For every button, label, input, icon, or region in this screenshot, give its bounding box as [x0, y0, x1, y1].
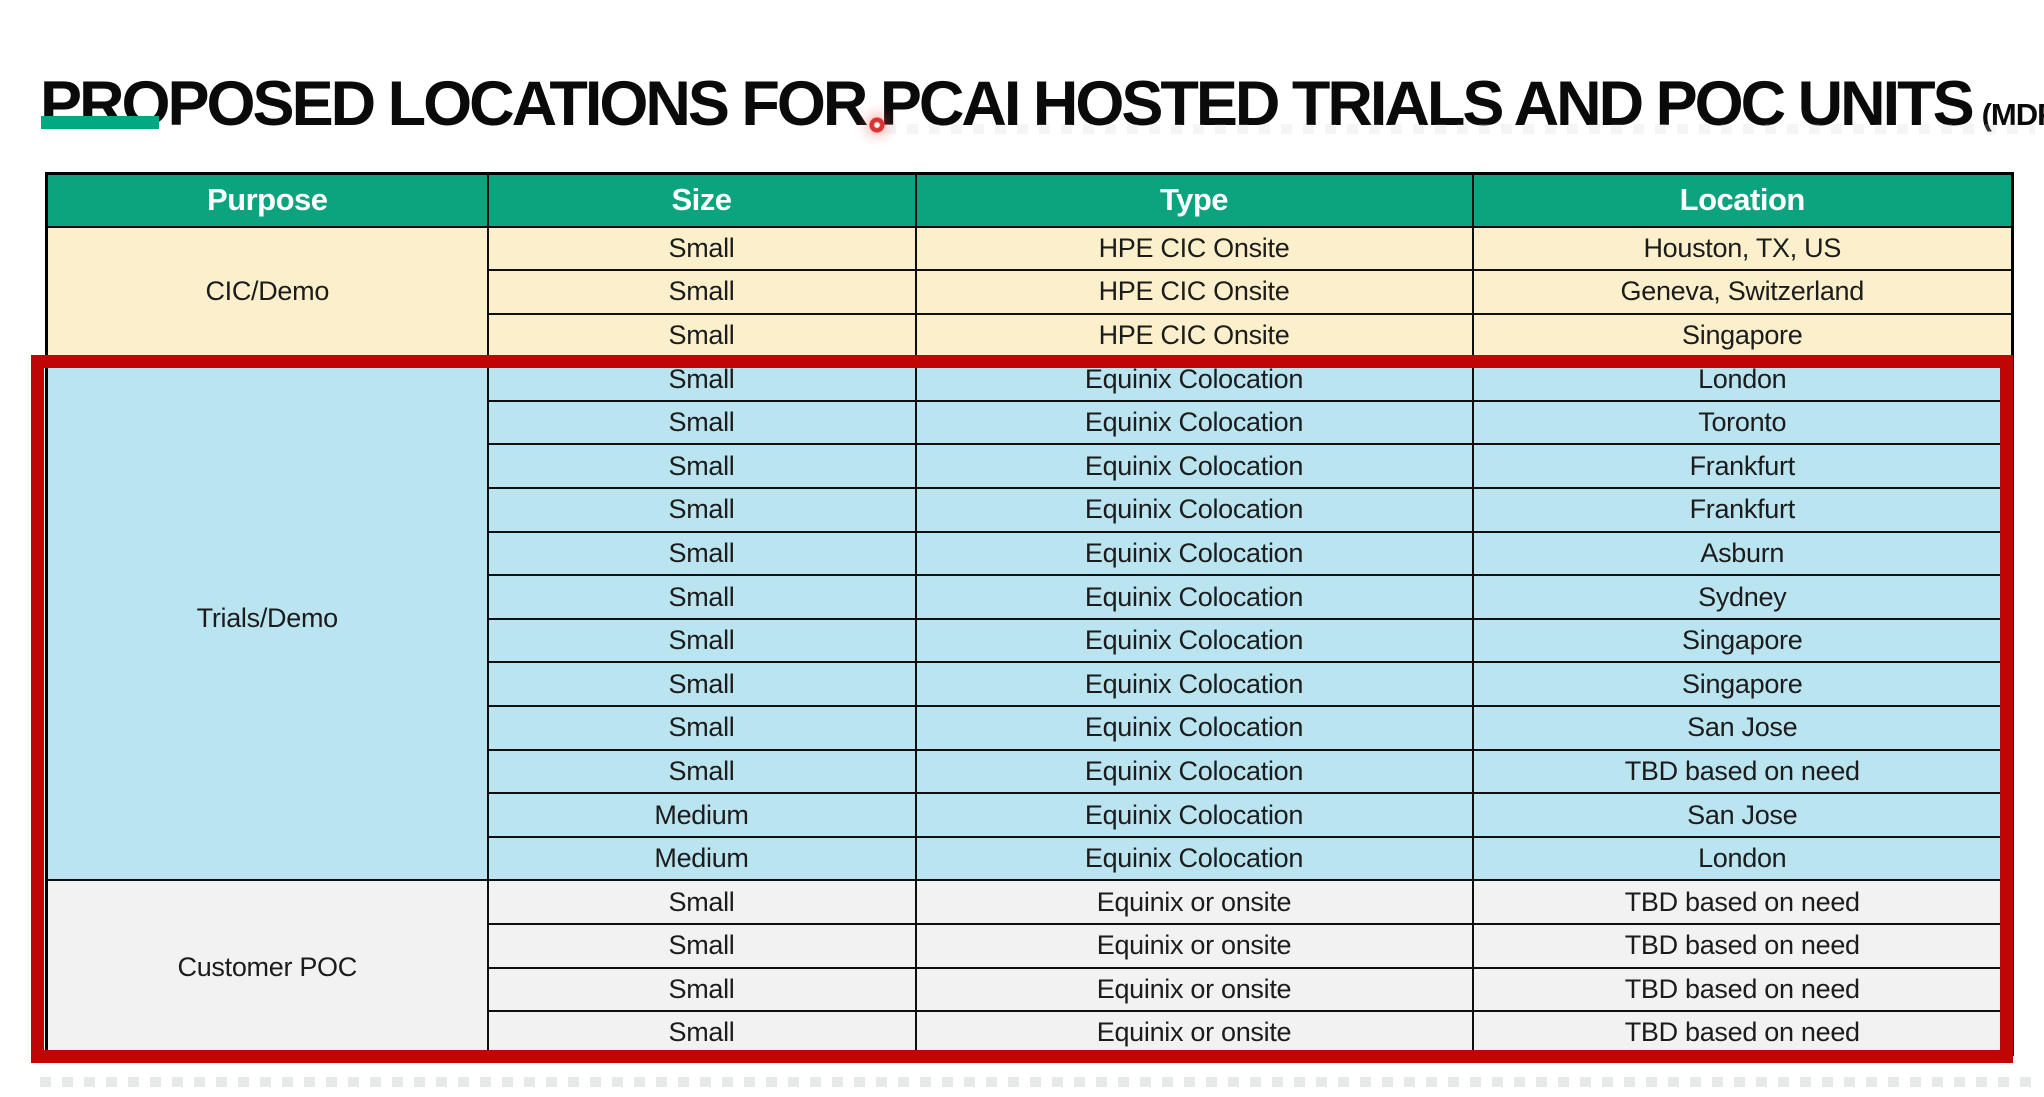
page-title-text: PROPOSED LOCATIONS FOR PCAI HOSTED TRIAL… — [40, 69, 1975, 140]
column-header-purpose: Purpose — [45, 172, 489, 228]
location-cell: Toronto — [1471, 399, 2014, 446]
type-cell: Equinix Colocation — [914, 356, 1474, 402]
location-cell: Geneva, Switzerland — [1471, 269, 2014, 315]
location-cell: TBD based on need — [1471, 879, 2014, 925]
table-row: Small Equinix Colocation Singapore — [47, 617, 2014, 664]
type-cell: Equinix or onsite — [914, 966, 1474, 1013]
type-cell: Equinix Colocation — [914, 574, 1474, 620]
type-cell: Equinix Colocation — [914, 443, 1474, 490]
size-cell: Small — [486, 574, 917, 620]
table-row: Small Equinix or onsite TBD based on need — [47, 966, 2014, 1013]
page-title-suffix: (MDF APPROVED) — [1981, 97, 2044, 133]
size-cell: Small — [486, 443, 917, 490]
type-cell: Equinix Colocation — [914, 792, 1474, 838]
bottom-dash-artifact — [40, 1077, 2035, 1087]
type-cell: Equinix Colocation — [914, 661, 1474, 708]
table-row: Medium Equinix Colocation London — [47, 835, 2014, 882]
type-cell: Equinix Colocation — [914, 748, 1474, 795]
location-cell: Singapore — [1471, 312, 2014, 359]
table-row: Small Equinix or onsite TBD based on need — [47, 923, 2014, 969]
size-cell: Small — [486, 269, 917, 315]
locations-table: Purpose Size Type Location CIC/Demo Small HPE… — [45, 172, 2014, 1057]
location-cell: TBD based on need — [1471, 1010, 2014, 1056]
location-cell: San Jose — [1471, 792, 2014, 838]
location-cell: San Jose — [1471, 705, 2014, 751]
size-cell: Small — [486, 530, 917, 577]
type-cell: HPE CIC Onsite — [914, 269, 1474, 315]
size-cell: Medium — [486, 835, 917, 882]
table-row: Small Equinix Colocation Frankfurt — [47, 487, 2014, 533]
type-cell: Equinix Colocation — [914, 487, 1474, 533]
location-cell: TBD based on need — [1471, 966, 2014, 1013]
size-cell: Small — [486, 312, 917, 359]
location-cell: London — [1471, 835, 2014, 882]
page-title: PROPOSED LOCATIONS FOR PCAI HOSTED TRIAL… — [40, 68, 2044, 140]
size-cell: Small — [486, 661, 917, 708]
title-accent-bar — [41, 116, 159, 129]
location-cell: Houston, TX, US — [1471, 225, 2014, 272]
location-cell: London — [1471, 356, 2014, 402]
table-row: Medium Equinix Colocation San Jose — [47, 792, 2014, 838]
size-cell: Small — [486, 225, 917, 272]
type-cell: HPE CIC Onsite — [914, 312, 1474, 359]
table-row: Small Equinix Colocation San Jose — [47, 705, 2014, 751]
location-cell: Singapore — [1471, 661, 2014, 708]
table-row: Small HPE CIC Onsite Geneva, Switzerland — [47, 269, 2014, 315]
size-cell: Small — [486, 487, 917, 533]
type-cell: Equinix or onsite — [914, 923, 1474, 969]
column-header-size: Size — [486, 172, 917, 228]
table-row: Small Equinix Colocation Toronto — [47, 399, 2014, 446]
table-header-row: Purpose Size Type Location — [45, 172, 2014, 228]
table-row: Small Equinix Colocation Singapore — [47, 661, 2014, 708]
size-cell: Small — [486, 399, 917, 446]
type-cell: Equinix Colocation — [914, 617, 1474, 664]
column-header-type: Type — [914, 172, 1474, 228]
location-cell: Asburn — [1471, 530, 2014, 577]
table-row: Small HPE CIC Onsite Singapore — [47, 312, 2014, 359]
size-cell: Small — [486, 356, 917, 402]
table-row: Small Equinix Colocation Sydney — [47, 574, 2014, 620]
type-cell: Equinix Colocation — [914, 835, 1474, 882]
location-cell: Sydney — [1471, 574, 2014, 620]
size-cell: Small — [486, 1010, 917, 1056]
location-cell: TBD based on need — [1471, 748, 2014, 795]
size-cell: Small — [486, 879, 917, 925]
table-row: Trials/Demo Small Equinix Colocation London — [45, 356, 2014, 882]
purpose-cell: Trials/Demo — [45, 356, 489, 882]
size-cell: Small — [486, 617, 917, 664]
purpose-cell: Customer POC — [45, 879, 489, 1056]
purpose-cell: CIC/Demo — [45, 225, 489, 359]
type-cell: Equinix or onsite — [914, 1010, 1474, 1056]
size-cell: Small — [486, 923, 917, 969]
table-row: Small Equinix Colocation Frankfurt — [47, 443, 2014, 490]
size-cell: Small — [486, 705, 917, 751]
table-header: Purpose Size Type Location — [45, 172, 2014, 228]
location-cell: Frankfurt — [1471, 487, 2014, 533]
type-cell: Equinix Colocation — [914, 530, 1474, 577]
type-cell: Equinix Colocation — [914, 399, 1474, 446]
size-cell: Medium — [486, 792, 917, 838]
table-row: Customer POC Small Equinix or onsite TBD ba… — [45, 879, 2014, 1056]
column-header-location: Location — [1471, 172, 2014, 228]
size-cell: Small — [486, 748, 917, 795]
laser-pointer-dot — [869, 117, 885, 133]
type-cell: HPE CIC Onsite — [914, 225, 1474, 272]
size-cell: Small — [486, 966, 917, 1013]
type-cell: Equinix or onsite — [914, 879, 1474, 925]
table-row: Small Equinix Colocation TBD based on need — [47, 748, 2014, 795]
location-cell: Frankfurt — [1471, 443, 2014, 490]
table-row: Small Equinix Colocation Asburn — [47, 530, 2014, 577]
type-cell: Equinix Colocation — [914, 705, 1474, 751]
location-cell: TBD based on need — [1471, 923, 2014, 969]
location-cell: Singapore — [1471, 617, 2014, 664]
table-body: CIC/Demo Small HPE CIC Onsite Houston, TX, … — [45, 225, 2014, 1056]
table-row: CIC/Demo Small HPE CIC Onsite Houston, TX, … — [45, 225, 2014, 359]
